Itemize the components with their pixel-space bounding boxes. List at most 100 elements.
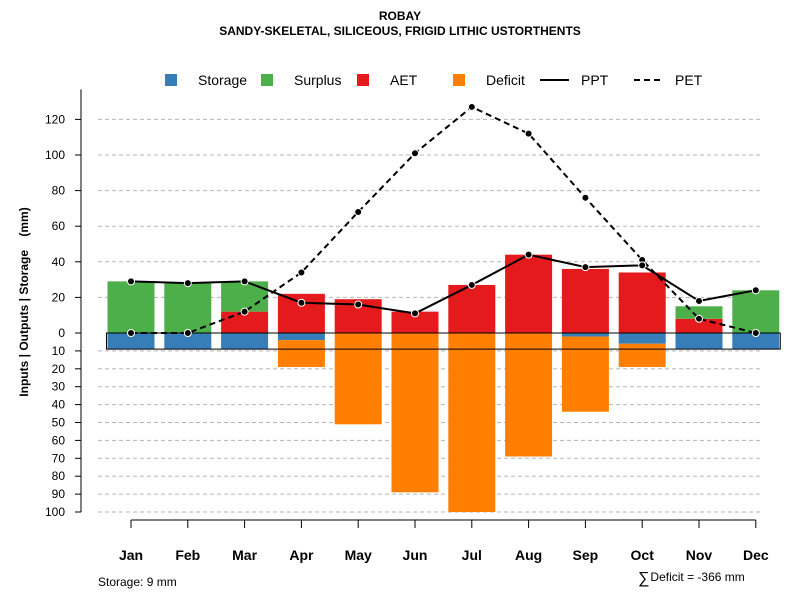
deficit-bar [505, 333, 553, 457]
deficit-bar [391, 333, 439, 493]
storage-note: Storage: 9 mm [98, 575, 177, 589]
legend-swatch-deficit [453, 74, 465, 86]
x-tick-label: Feb [175, 547, 200, 563]
sigma-symbol: ∑ [638, 570, 650, 587]
ppt-point [411, 309, 419, 318]
pet-point [297, 268, 306, 277]
y-tick-label: 60 [52, 219, 66, 233]
deficit-note-text: Deficit = -366 mm [650, 570, 745, 584]
pet-point [751, 329, 760, 337]
deficit-bar [334, 333, 382, 425]
y-tick-label: 90 [52, 487, 66, 501]
ppt-line [130, 253, 756, 315]
aet-bar [391, 311, 439, 333]
x-tick-label: Jul [462, 547, 482, 563]
storage-capacity-box [106, 332, 781, 350]
legend-swatch-surplus [261, 74, 273, 86]
storage-bar [277, 333, 325, 341]
ppt-point [524, 250, 533, 259]
y-tick-label: 10 [52, 344, 66, 358]
legend-swatch-storage [165, 74, 177, 86]
y-axis-label: Inputs | Outputs | Storage (mm) [17, 207, 31, 396]
x-tick-label: Dec [743, 547, 769, 563]
ppt-point [240, 277, 249, 286]
surplus-bar [732, 290, 780, 333]
legend-label-surplus: Surplus [294, 72, 341, 88]
surplus-bar [164, 283, 212, 333]
y-tick-label: 20 [52, 290, 66, 304]
deficit-bar [561, 336, 609, 412]
x-tick-label: Jun [403, 547, 428, 563]
surplus-bar [221, 281, 269, 312]
x-tick-label: Apr [289, 547, 314, 563]
y-tick-label: 50 [52, 416, 66, 430]
legend-label-aet: AET [390, 72, 418, 88]
ppt-point [297, 298, 306, 307]
y-tick-label: 30 [52, 380, 66, 394]
surplus-bar [675, 306, 723, 319]
ppt-point [751, 286, 760, 295]
y-tick-label: 100 [45, 505, 65, 519]
storage-bar [732, 333, 780, 350]
ppt-point [354, 300, 363, 309]
pet-point [695, 314, 703, 323]
y-tick-label: 120 [45, 112, 65, 126]
deficit-bar [448, 333, 496, 512]
storage-bar [675, 333, 723, 350]
axes: 0 20 40 60 80 100 120 10 20 30 40 50 60 70 80 90 100 Jan F… [45, 89, 781, 563]
deficit-bar [618, 343, 666, 368]
legend-swatch-aet [357, 74, 369, 86]
pet-point [467, 102, 476, 111]
x-tick-label: Mar [232, 547, 257, 563]
y-tick-label: 60 [52, 433, 66, 447]
y-tick-label: 70 [52, 451, 66, 465]
deficit-bar [277, 340, 325, 368]
x-tick-label: Aug [515, 547, 542, 563]
y-tick-label: 20 [52, 362, 66, 376]
storage-bar [561, 333, 609, 337]
y-tick-label: 80 [52, 184, 66, 198]
legend-label-storage: Storage [198, 72, 247, 88]
aet-bar [505, 254, 553, 333]
pet-point [127, 329, 135, 337]
pet-point [581, 193, 590, 202]
legend-label-ppt: PPT [581, 72, 609, 88]
storage-bar [221, 333, 269, 350]
legend-label-deficit: Deficit [486, 72, 525, 88]
bars [107, 254, 780, 512]
chart-subtitle: SANDY-SKELETAL, SILICEOUS, FRIGID LITHIC… [219, 24, 581, 38]
storage-bar [164, 333, 212, 350]
storage-bar [107, 333, 155, 350]
y-tick-label: 40 [52, 255, 66, 269]
y-tick-label: 0 [58, 326, 65, 340]
ppt-point [183, 279, 192, 288]
pet-point [183, 329, 192, 337]
x-tick-label: Jan [119, 547, 143, 563]
x-tick-label: Nov [686, 547, 713, 563]
x-tick-label: Sep [573, 547, 599, 563]
ppt-point [638, 261, 647, 270]
pet-point [524, 129, 533, 138]
legend: Storage Surplus AET Deficit PPT PET [165, 72, 703, 88]
ppt-point [467, 280, 476, 289]
chart-title: ROBAY [378, 9, 422, 23]
pet-point [354, 207, 363, 216]
y-tick-label: 40 [52, 398, 66, 412]
x-tick-label: May [345, 547, 372, 563]
aet-bar [561, 268, 609, 333]
ppt-point [127, 277, 135, 286]
ppt-point [695, 296, 703, 305]
y-tick-label: 80 [52, 469, 66, 483]
surplus-bar [107, 281, 155, 333]
storage-bar [618, 333, 666, 344]
x-tick-label: Oct [631, 547, 655, 563]
legend-label-pet: PET [675, 72, 703, 88]
pet-line [131, 105, 757, 334]
series-lines [127, 102, 760, 337]
pet-point [240, 307, 249, 316]
pet-point [411, 149, 419, 158]
y-tick-label: 100 [45, 148, 65, 162]
aet-bar [618, 272, 666, 333]
